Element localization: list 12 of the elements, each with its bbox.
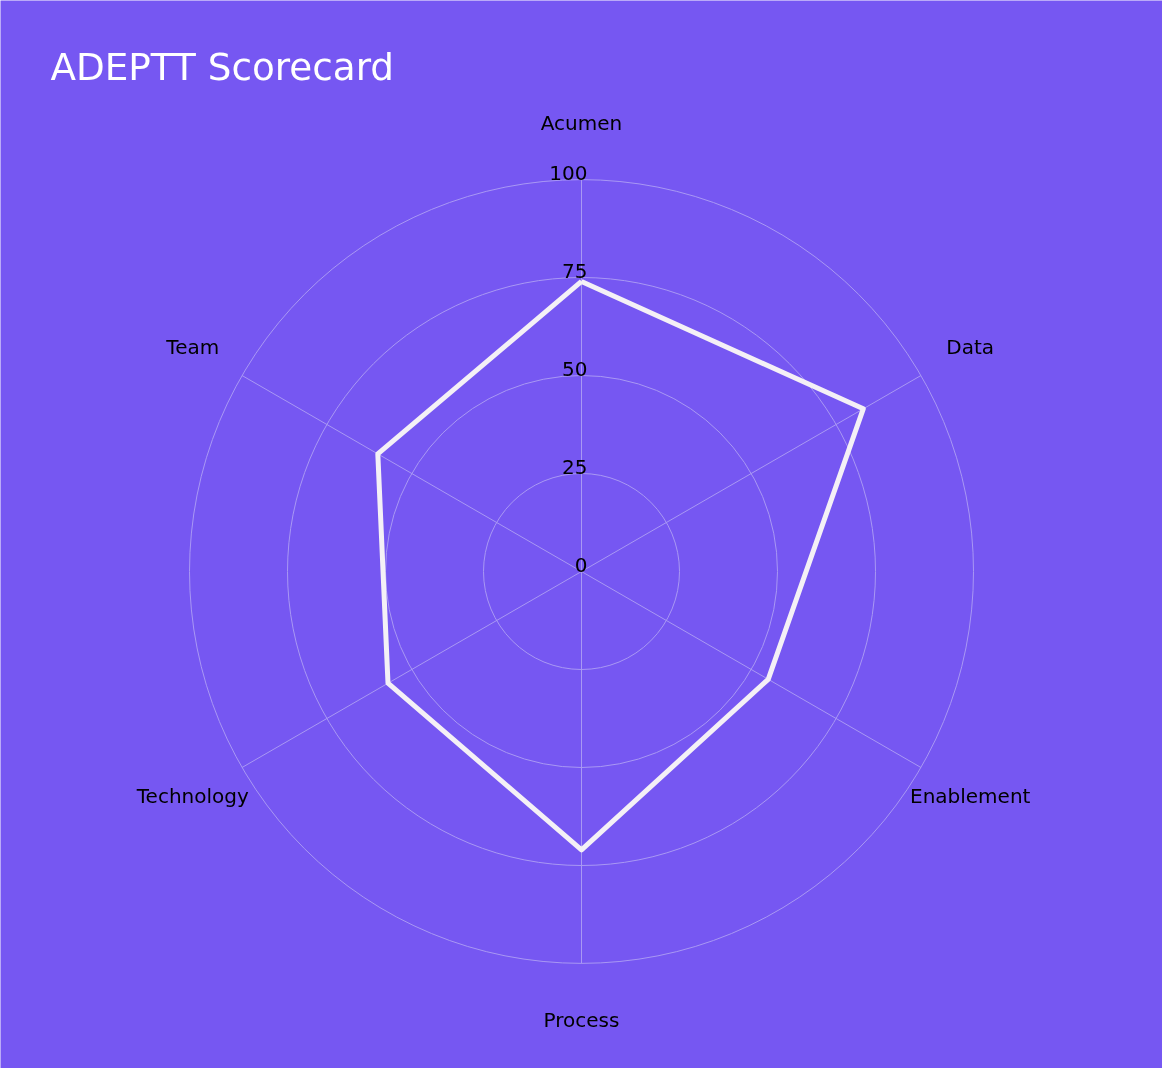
y-tick-label: 25 <box>561 454 588 479</box>
y-tick-label: 50 <box>561 356 588 381</box>
spoke-label: Data <box>946 335 995 360</box>
y-tick-label: 0 <box>574 552 588 577</box>
y-tick-label: 75 <box>561 258 588 283</box>
chart-title: ADEPTT Scorecard <box>50 44 395 89</box>
spoke-label: Technology <box>135 783 249 808</box>
spoke-label: Process <box>543 1008 620 1033</box>
spoke-label: Team <box>165 335 220 360</box>
spoke-label: Enablement <box>909 783 1031 808</box>
spoke-label: Acumen <box>540 110 623 135</box>
y-tick-label: 100 <box>549 160 588 185</box>
